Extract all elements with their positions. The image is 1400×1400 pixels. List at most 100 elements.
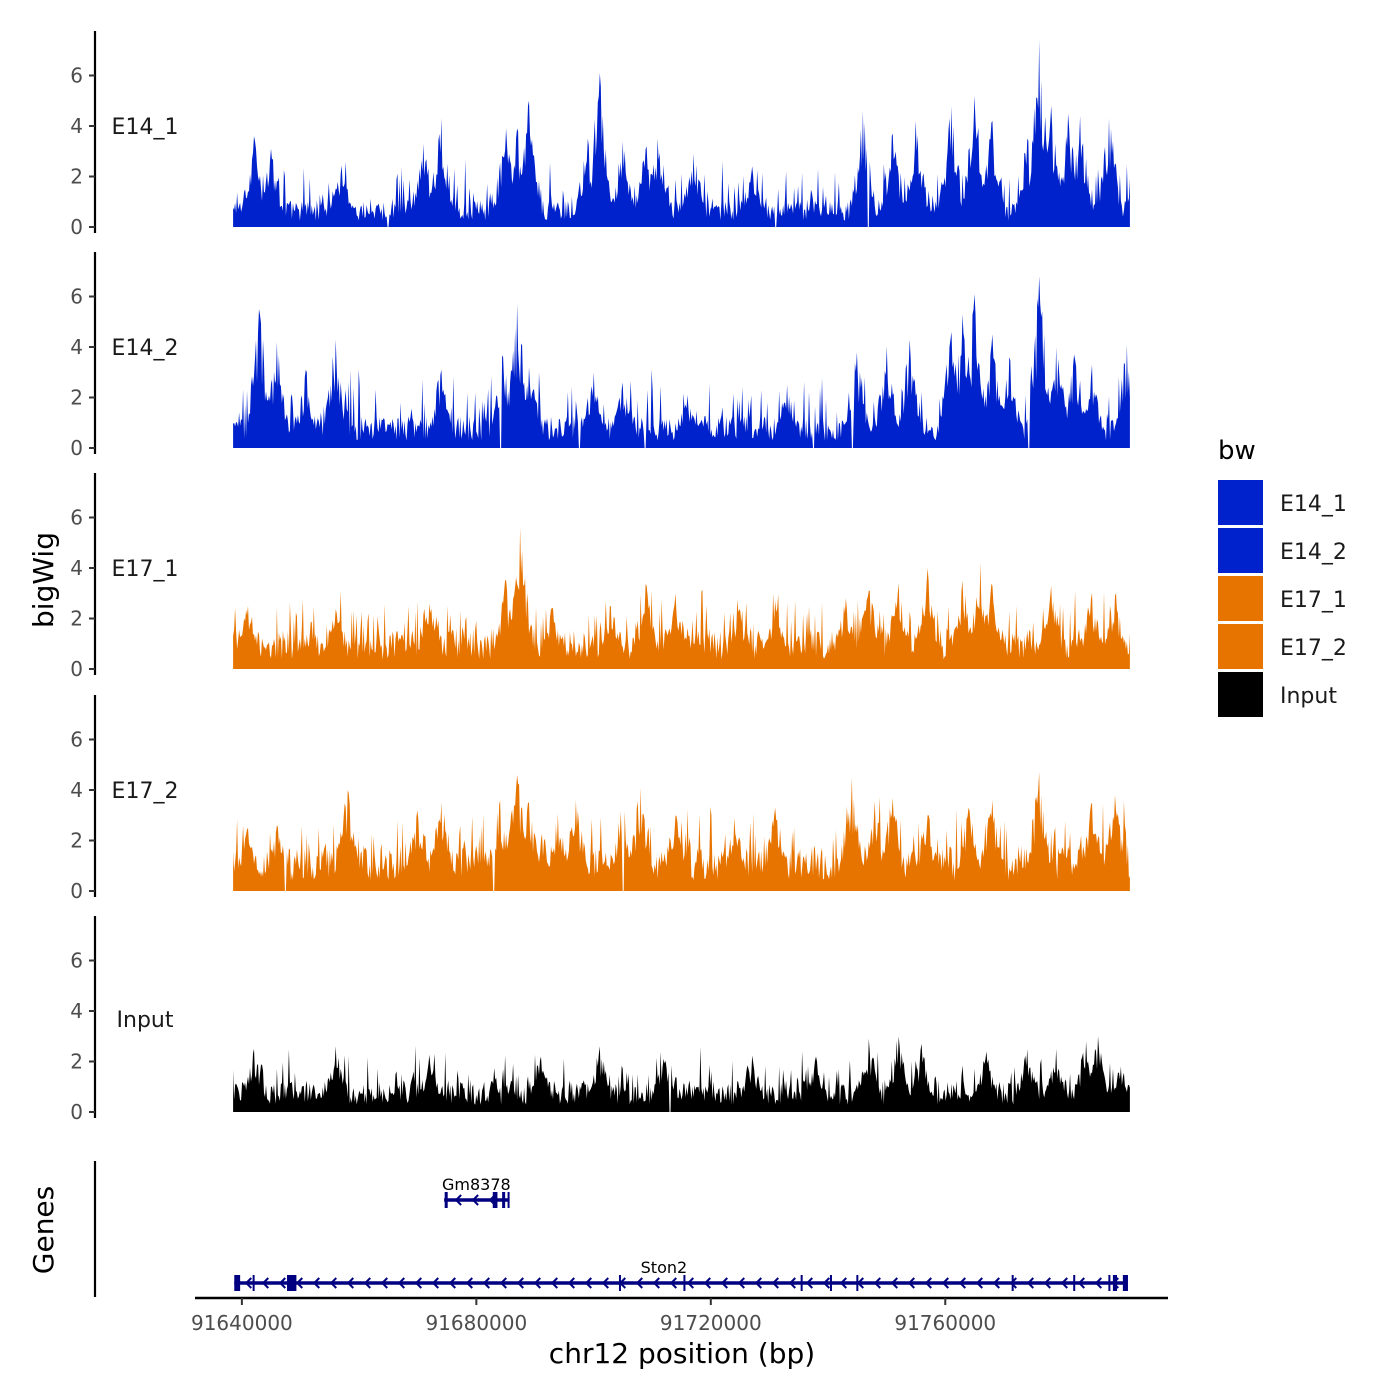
coverage-area-E14_1 <box>233 40 1130 227</box>
strand-arrow <box>471 1194 479 1206</box>
y-tick-label: 2 <box>70 1050 83 1074</box>
strand-arrow <box>754 1277 762 1289</box>
x-tick-label: 91680000 <box>425 1311 527 1335</box>
y-axis-title: bigWig <box>27 532 60 628</box>
strand-arrow <box>1060 1277 1068 1289</box>
strand-arrow <box>454 1194 462 1206</box>
gene-label: Gm8378 <box>442 1175 511 1194</box>
coverage-area-E17_1 <box>233 527 1130 669</box>
strand-arrow <box>550 1277 558 1289</box>
strand-arrow <box>346 1277 354 1289</box>
y-tick-label: 2 <box>70 829 83 853</box>
y-tick-label: 4 <box>70 556 83 580</box>
track-E14_2: 0 2 4 6 E14_2 <box>70 252 1130 460</box>
legend-label-E14_2: E14_2 <box>1280 540 1347 565</box>
coverage-area-E17_2 <box>233 772 1130 891</box>
y-tick-label: 4 <box>70 999 83 1023</box>
y-tick-label: 6 <box>70 949 83 973</box>
legend-swatch-E14_2 <box>1218 528 1263 573</box>
legend-label-E14_1: E14_1 <box>1280 492 1347 517</box>
strand-arrow <box>1077 1277 1085 1289</box>
strand-arrow <box>1009 1277 1017 1289</box>
strand-arrow <box>380 1277 388 1289</box>
strand-arrow <box>822 1277 830 1289</box>
gene-exon <box>492 1192 498 1208</box>
track-E17_2: 0 2 4 6 E17_2 <box>70 695 1130 903</box>
track-label-E17_2: E17_2 <box>112 779 179 804</box>
y-tick-label: 2 <box>70 165 83 189</box>
y-tick-label: 2 <box>70 607 83 631</box>
gene-label: Ston2 <box>641 1258 688 1277</box>
legend-title: bw <box>1218 436 1256 466</box>
strand-arrow <box>482 1277 490 1289</box>
x-tick-label: 91640000 <box>191 1311 293 1335</box>
strand-arrow <box>720 1277 728 1289</box>
strand-arrow <box>737 1277 745 1289</box>
strand-arrow <box>601 1277 609 1289</box>
legend-label-Input: Input <box>1280 684 1337 709</box>
y-tick-label: 0 <box>70 1100 83 1124</box>
x-axis-title: chr12 position (bp) <box>549 1337 815 1370</box>
track-label-Input: Input <box>117 1008 174 1033</box>
strand-arrow <box>431 1277 439 1289</box>
gene-Ston2: Ston2 <box>234 1258 1128 1291</box>
gene-exon <box>234 1275 241 1291</box>
strand-arrow <box>873 1277 881 1289</box>
gene-exon <box>287 1275 297 1291</box>
strand-arrow <box>924 1277 932 1289</box>
strand-arrow <box>1043 1277 1051 1289</box>
strand-arrow <box>907 1277 915 1289</box>
legend-swatch-Input <box>1218 672 1263 717</box>
strand-arrow <box>261 1277 269 1289</box>
strand-arrow <box>686 1277 694 1289</box>
strand-arrow <box>669 1277 677 1289</box>
strand-arrow <box>516 1277 524 1289</box>
strand-arrow <box>312 1277 320 1289</box>
y-tick-label: 6 <box>70 506 83 530</box>
strand-arrow <box>499 1277 507 1289</box>
y-tick-label: 0 <box>70 657 83 681</box>
strand-arrow <box>278 1277 286 1289</box>
coverage-area-E14_2 <box>233 276 1130 448</box>
coverage-area-Input <box>233 1036 1130 1112</box>
strand-arrow <box>941 1277 949 1289</box>
strand-arrow <box>635 1277 643 1289</box>
strand-arrow <box>244 1277 252 1289</box>
tracks: 0 2 4 6 E14_1 0 2 4 6 E14_2 0 2 4 6 E17_1 0 2 4 6 E17_2 0 2 4 6… <box>70 31 1130 1124</box>
strand-arrow <box>1094 1277 1102 1289</box>
x-tick-label: 91720000 <box>660 1311 762 1335</box>
strand-arrow <box>788 1277 796 1289</box>
y-tick-label: 6 <box>70 285 83 309</box>
legend-swatch-E17_1 <box>1218 576 1263 621</box>
strand-arrow <box>1026 1277 1034 1289</box>
strand-arrow <box>533 1277 541 1289</box>
strand-arrow <box>329 1277 337 1289</box>
strand-arrow <box>839 1277 847 1289</box>
y-tick-label: 4 <box>70 778 83 802</box>
y-tick-label: 0 <box>70 436 83 460</box>
y-tick-label: 6 <box>70 728 83 752</box>
legend-swatch-E14_1 <box>1218 480 1263 525</box>
y-tick-label: 4 <box>70 335 83 359</box>
y-tick-label: 4 <box>70 114 83 138</box>
strand-arrow <box>958 1277 966 1289</box>
gene-exon <box>1122 1275 1127 1291</box>
track-Input: 0 2 4 6 Input <box>70 916 1130 1124</box>
track-E17_1: 0 2 4 6 E17_1 <box>70 473 1130 681</box>
strand-arrow <box>295 1277 303 1289</box>
track-label-E14_1: E14_1 <box>112 115 179 140</box>
strand-arrow <box>992 1277 1000 1289</box>
legend-label-E17_1: E17_1 <box>1280 588 1347 613</box>
strand-arrow <box>363 1277 371 1289</box>
legend-label-E17_2: E17_2 <box>1280 636 1347 661</box>
y-tick-label: 2 <box>70 386 83 410</box>
gene-exon <box>444 1192 448 1208</box>
strand-arrow <box>465 1277 473 1289</box>
strand-arrow <box>448 1277 456 1289</box>
track-E14_1: 0 2 4 6 E14_1 <box>70 31 1130 239</box>
strand-arrow <box>414 1277 422 1289</box>
strand-arrow <box>397 1277 405 1289</box>
x-axis: 91640000 91680000 91720000 91760000 <box>191 1296 1168 1335</box>
track-label-E17_1: E17_1 <box>112 557 179 582</box>
track-label-E14_2: E14_2 <box>112 336 179 361</box>
